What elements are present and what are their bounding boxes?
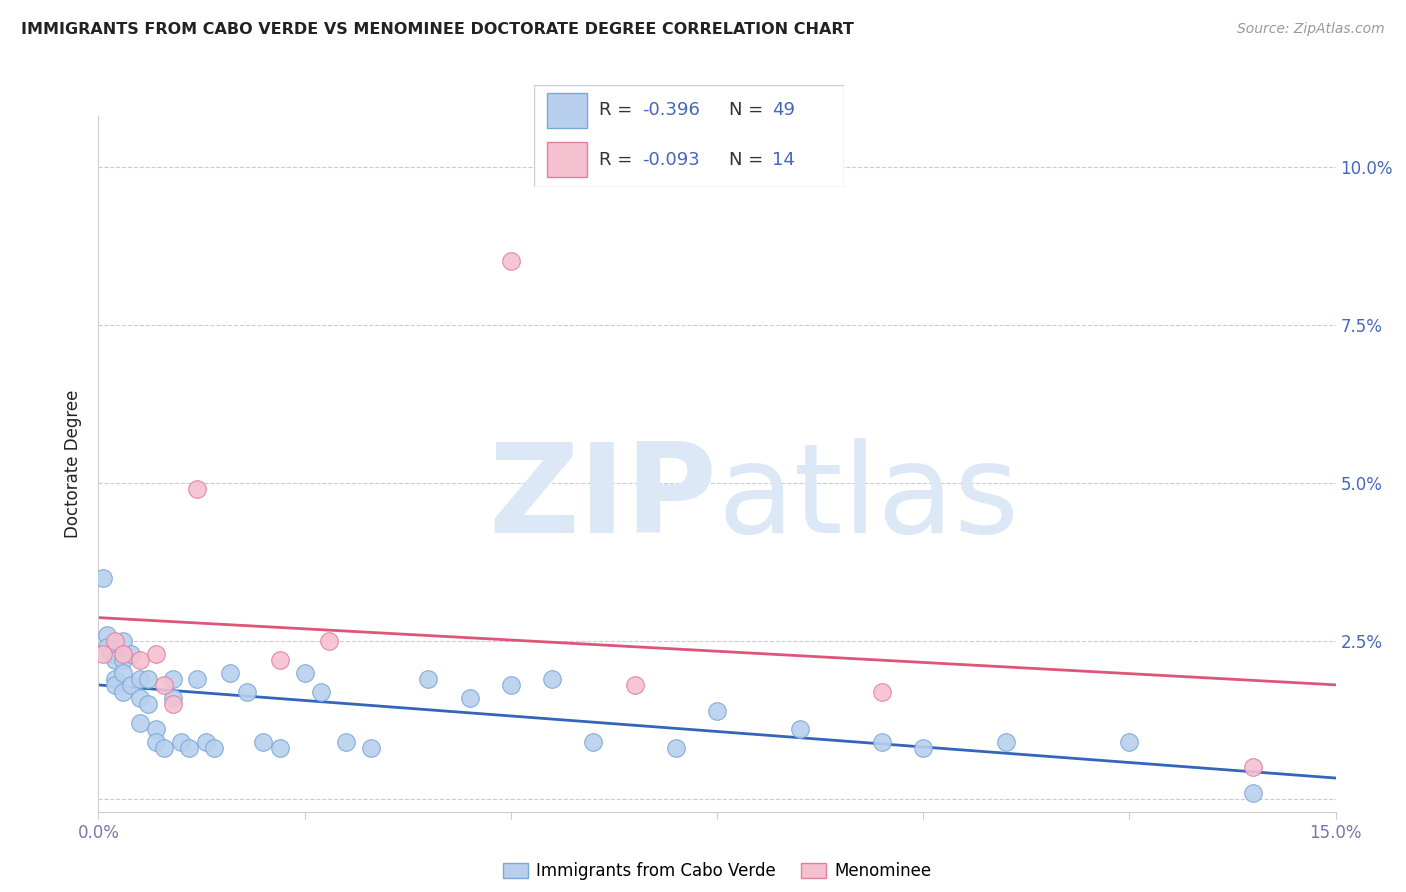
Point [789,723,811,737]
Point [499,254,522,268]
Point [623,678,645,692]
Point [112,647,135,661]
Point [582,735,605,749]
Point [153,678,176,692]
Point [1118,735,1140,749]
Point [128,653,150,667]
Point [120,647,142,661]
Point [706,704,728,718]
Text: R =: R = [599,102,638,120]
Point [318,634,340,648]
Point [112,665,135,680]
Point [104,672,127,686]
Point [186,672,208,686]
Point [128,690,150,705]
Text: -0.093: -0.093 [643,151,700,169]
Point [269,653,291,667]
Point [252,735,274,749]
Point [219,665,242,680]
Point [236,684,259,698]
Point [104,653,127,667]
Point [145,647,167,661]
Text: R =: R = [599,151,638,169]
Point [194,735,217,749]
Point [360,741,382,756]
Point [179,741,201,756]
Point [104,678,127,692]
Point [162,690,184,705]
Point [145,735,167,749]
Point [870,684,893,698]
Text: atlas: atlas [717,438,1019,559]
Point [91,647,114,661]
Point [870,735,893,749]
Point [458,690,481,705]
Point [112,653,135,667]
Point [186,482,208,496]
Point [1241,760,1264,774]
FancyBboxPatch shape [547,93,586,128]
Point [128,672,150,686]
Point [120,678,142,692]
Point [112,684,135,698]
Point [136,672,159,686]
Point [136,697,159,711]
Point [96,640,118,655]
Point [335,735,357,749]
Point [269,741,291,756]
Text: 14: 14 [772,151,796,169]
Point [145,723,167,737]
Point [309,684,332,698]
Legend: Immigrants from Cabo Verde, Menominee: Immigrants from Cabo Verde, Menominee [496,855,938,887]
Text: N =: N = [730,102,769,120]
Point [162,672,184,686]
Point [499,678,522,692]
Text: Source: ZipAtlas.com: Source: ZipAtlas.com [1237,22,1385,37]
Point [294,665,316,680]
Point [912,741,935,756]
FancyBboxPatch shape [534,85,844,187]
Point [162,697,184,711]
Text: ZIP: ZIP [488,438,717,559]
Y-axis label: Doctorate Degree: Doctorate Degree [65,390,83,538]
Point [170,735,193,749]
Point [418,672,440,686]
Point [104,634,127,648]
Point [96,627,118,641]
Text: -0.396: -0.396 [643,102,700,120]
Point [128,716,150,731]
Point [112,634,135,648]
Point [665,741,688,756]
Point [994,735,1017,749]
Point [91,571,114,585]
Point [202,741,225,756]
Text: IMMIGRANTS FROM CABO VERDE VS MENOMINEE DOCTORATE DEGREE CORRELATION CHART: IMMIGRANTS FROM CABO VERDE VS MENOMINEE … [21,22,853,37]
Point [153,741,176,756]
Point [100,647,122,661]
Point [1241,786,1264,800]
Text: N =: N = [730,151,769,169]
Point [541,672,564,686]
FancyBboxPatch shape [547,142,586,177]
Text: 49: 49 [772,102,796,120]
